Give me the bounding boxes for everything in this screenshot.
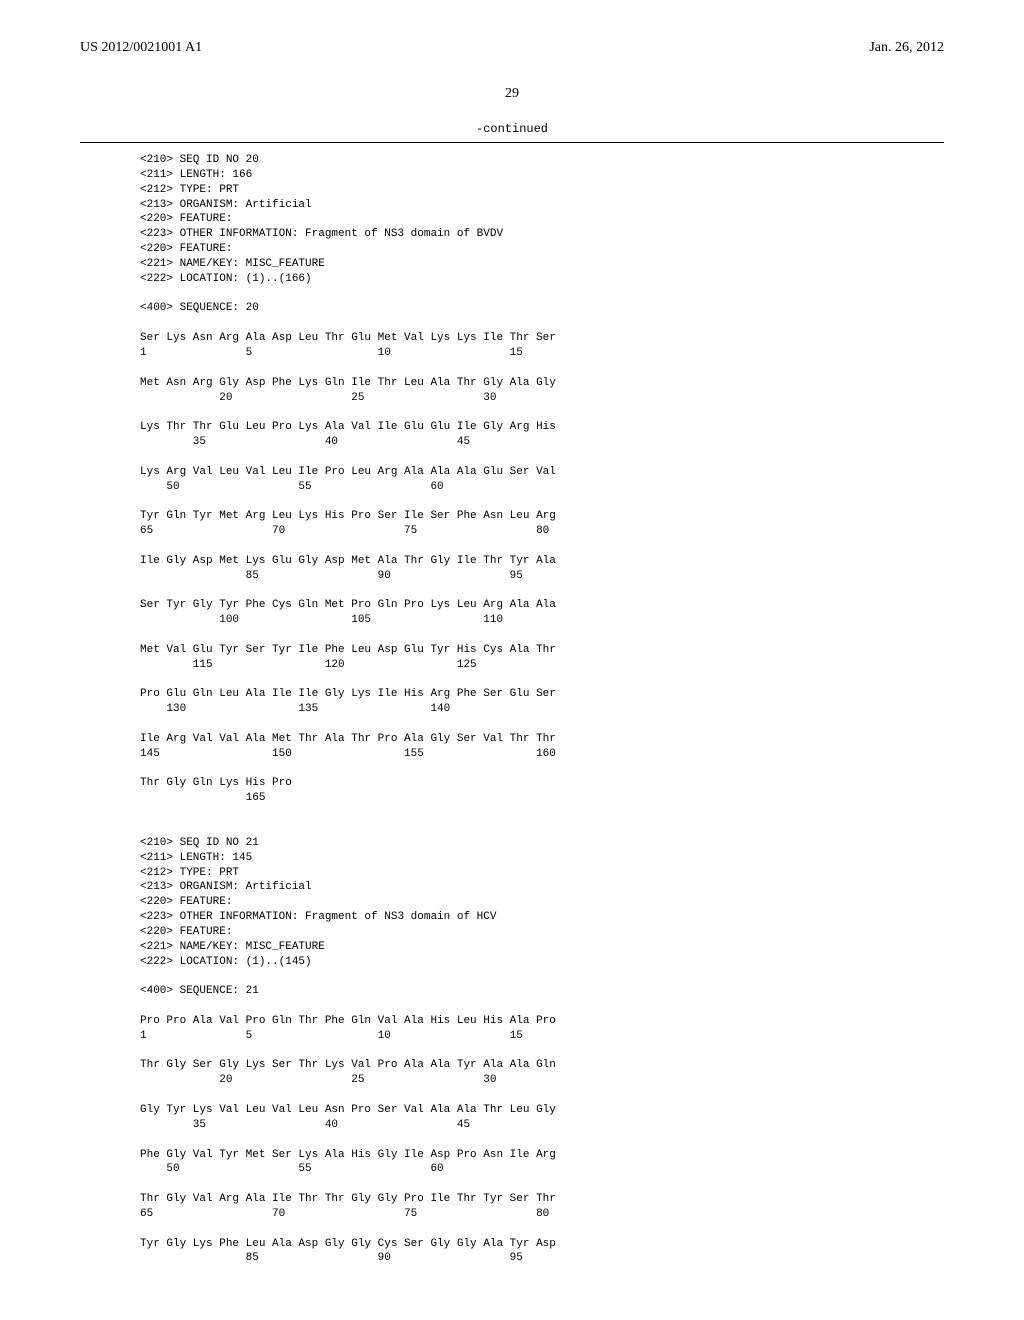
page-number: 29 <box>80 86 944 102</box>
sequence-listing: <210> SEQ ID NO 20 <211> LENGTH: 166 <21… <box>140 153 944 1266</box>
continued-label: -continued <box>80 122 944 136</box>
horizontal-rule <box>80 142 944 143</box>
page-container: US 2012/0021001 A1 Jan. 26, 2012 29 -con… <box>0 0 1024 1306</box>
page-header: US 2012/0021001 A1 Jan. 26, 2012 <box>80 40 944 56</box>
publication-number: US 2012/0021001 A1 <box>80 40 202 56</box>
publication-date: Jan. 26, 2012 <box>869 40 944 56</box>
